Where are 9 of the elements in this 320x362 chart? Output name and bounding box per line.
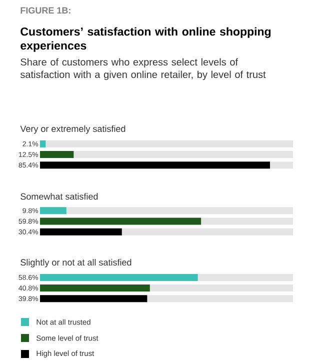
y-tick-label: Somewhat satisfied: [20, 193, 98, 200]
y-tick-label: Slightly or not at all satisfied: [20, 258, 132, 268]
chart-subtitle: Share of customers who express select levels of satisfaction with a given online retailer, by level of trust: [20, 58, 266, 80]
chart-title: Customers’ satisfaction with online shopping experiences: [20, 27, 271, 52]
bar: [40, 140, 46, 148]
bar: [40, 207, 66, 214]
y-tick-label: Very or extremely satisfied: [20, 125, 126, 134]
bar: [40, 150, 74, 158]
caption: FIGURE 1B:: [20, 7, 70, 14]
